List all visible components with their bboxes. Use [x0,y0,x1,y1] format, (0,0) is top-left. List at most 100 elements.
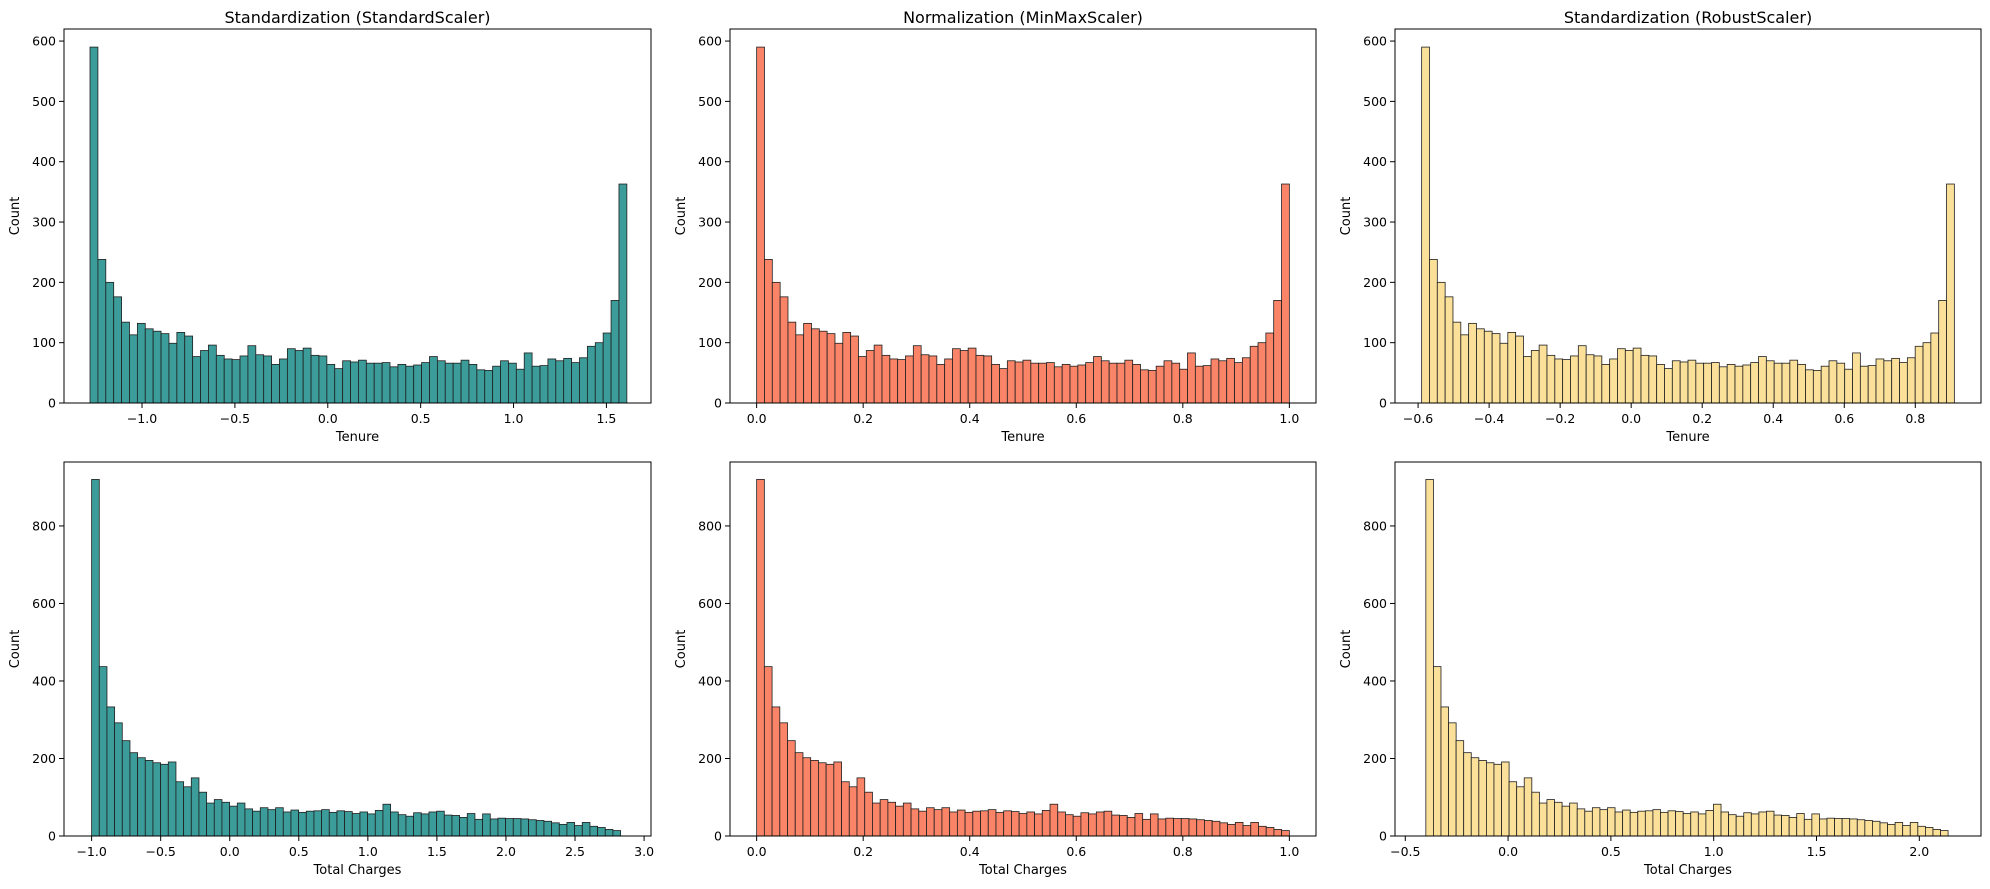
chart-panel-5: 0.0 0.2 0.4 0.6 0.8 1.0 0 200 400 600 800 Total Cha… [674,461,1317,878]
x-axis-label: Tenure [335,430,379,445]
histogram-bar [810,760,819,837]
histogram-bar [1711,362,1720,404]
y-tick-label: 200 [32,275,56,290]
histogram-bar [1116,362,1126,404]
histogram-bar [1538,802,1548,837]
x-tick-label: 0.2 [1692,411,1712,426]
histogram-bar [1682,813,1692,837]
histogram-bar [873,344,883,404]
histogram-bar [1924,827,1934,837]
histogram-bar [1614,811,1624,837]
histogram-bar [941,807,951,837]
histogram-bar [975,354,985,404]
histogram-bar [1695,362,1705,404]
histogram-bar [1644,810,1654,837]
histogram-bar [305,810,315,837]
y-tick-label: 600 [32,34,56,49]
histogram-bar [1041,810,1051,837]
chart-panel-1: −1.0 −0.5 0.0 0.5 1.0 1.5 0 100 200 300 400 500 600 T… [8,8,652,445]
histogram-bar [413,812,422,837]
histogram-bar [1103,810,1113,837]
histogram-bar [198,791,208,837]
histogram-bar [326,363,336,404]
histogram-bar [1585,354,1595,404]
histogram-bar [98,666,108,837]
histogram-bar [1476,328,1485,404]
histogram-bar [200,350,209,404]
histogram-bar [459,816,468,837]
plot-frame [63,28,652,404]
histogram-bar [1812,370,1822,404]
histogram-bar [531,365,541,404]
histogram-bar [105,281,115,404]
histogram-bar [489,818,499,837]
histogram-bar [421,362,430,404]
x-tick-label: 0.6 [1066,844,1086,859]
histogram-bar [579,357,588,404]
histogram-bar [350,361,359,404]
histogram-bar [1111,814,1120,837]
histogram-bar [959,350,969,404]
histogram-bar [1828,360,1838,404]
x-tick-label: 1.0 [358,844,378,859]
histogram-bar [952,348,961,404]
histogram-bar [1065,814,1074,837]
chart-title: Standardization (StandardScaler) [224,8,490,27]
histogram-bar [106,706,116,837]
histogram-bar [902,802,912,837]
histogram-bar [920,354,930,404]
histogram-bar [365,362,375,404]
histogram-bar [1171,362,1181,404]
histogram-bar [1061,363,1071,404]
x-tick-label: −0.5 [220,411,250,426]
histogram-bar [1258,825,1267,837]
histogram-bar [1637,810,1646,837]
histogram-bar [1622,809,1631,837]
histogram-bar [397,814,407,837]
histogram-bar [1887,823,1896,837]
histogram-bar [1584,810,1593,837]
x-tick-label: 0.0 [1498,844,1518,859]
histogram-bar [826,333,836,404]
histogram-bar [1006,360,1016,404]
histogram-bar [175,781,185,837]
y-tick-label: 300 [32,215,56,230]
histogram-bar [949,811,958,837]
histogram-bar [1173,818,1182,837]
histogram-bar [505,818,514,837]
histogram-bar [771,706,781,837]
histogram-bar [967,347,977,404]
y-axis-label: Count [674,630,689,669]
histogram-bar [1629,811,1639,837]
histogram-bar [1906,357,1916,404]
histogram-bar [1034,813,1043,837]
histogram-bar [1607,807,1616,837]
x-tick-label: 0.8 [1905,411,1925,426]
histogram-bar [803,322,812,404]
histogram-bar [1493,763,1502,837]
histogram-bar [535,820,545,837]
plot-frame [1394,28,1982,404]
histogram-bar [168,342,178,404]
histogram-bar [114,722,123,837]
histogram-bar [1856,819,1866,837]
histogram-bar [1011,811,1020,837]
histogram-bar [1640,354,1650,404]
histogram-bar [482,813,491,837]
chart-title: Standardization (RobustScaler) [1564,8,1812,27]
histogram-bar [1425,479,1434,837]
x-axis-label: Tenure [1665,430,1709,445]
x-tick-label: 0.2 [853,411,873,426]
histogram-bar [206,802,215,837]
histogram-bar [1531,791,1540,837]
histogram-bar [1675,811,1684,837]
y-tick-label: 100 [1363,335,1387,350]
y-tick-label: 300 [1363,215,1387,230]
histogram-bar [528,819,537,837]
histogram-bar [136,322,146,404]
histogram-bar [999,368,1008,404]
histogram-bar [1891,357,1900,404]
histogram-bar [1265,827,1275,837]
histogram-bar [1742,364,1752,404]
y-tick-label: 600 [698,34,722,49]
